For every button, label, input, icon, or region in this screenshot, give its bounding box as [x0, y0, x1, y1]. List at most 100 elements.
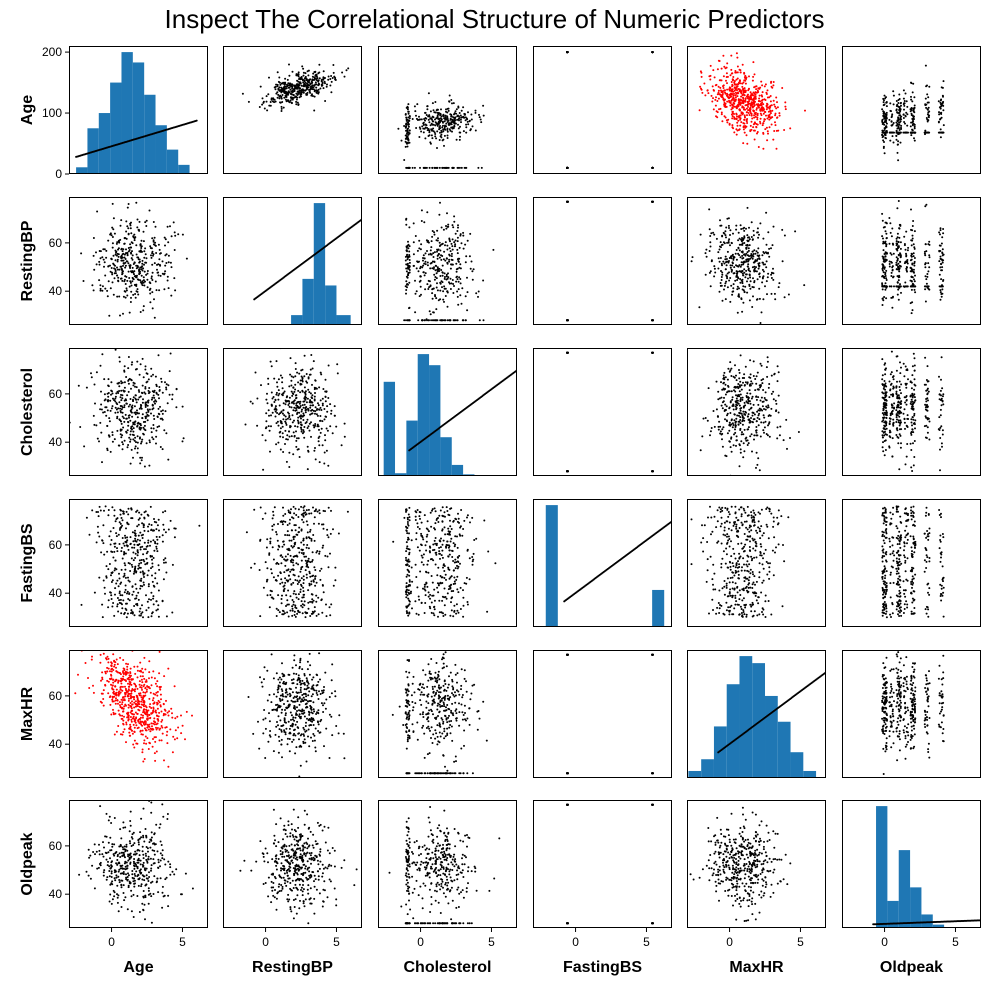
data-point	[458, 138, 461, 141]
data-point	[891, 227, 894, 230]
data-point	[448, 253, 451, 256]
data-point	[730, 242, 733, 245]
data-point	[881, 133, 884, 136]
data-point	[884, 240, 887, 243]
data-point	[127, 247, 130, 249]
data-point	[752, 75, 755, 78]
data-point	[756, 227, 759, 230]
data-point	[723, 288, 725, 291]
data-point	[132, 293, 135, 296]
data-point	[435, 166, 438, 169]
data-point	[404, 255, 407, 258]
data-point	[406, 263, 408, 266]
data-point	[106, 409, 109, 412]
data-point	[419, 118, 421, 121]
data-point	[460, 302, 463, 305]
data-point	[924, 300, 927, 303]
data-point	[743, 235, 746, 238]
data-point	[761, 98, 764, 101]
data-point	[882, 257, 885, 260]
data-point	[167, 241, 170, 244]
data-point	[122, 295, 125, 298]
data-point	[748, 283, 751, 286]
data-point	[940, 285, 943, 288]
data-point	[311, 75, 314, 78]
data-point	[155, 252, 158, 254]
data-point	[730, 99, 733, 102]
data-point	[433, 261, 436, 263]
data-point	[720, 95, 723, 98]
data-point	[116, 260, 119, 263]
data-point	[284, 98, 287, 101]
data-point	[451, 130, 453, 133]
data-point	[905, 131, 908, 134]
data-point	[735, 272, 738, 275]
data-point	[736, 276, 739, 279]
data-point	[432, 123, 435, 126]
data-point	[451, 279, 454, 281]
data-point	[911, 253, 913, 256]
data-point	[909, 270, 912, 273]
data-point	[446, 166, 449, 169]
data-point	[467, 111, 469, 114]
data-point	[433, 233, 436, 236]
data-point	[116, 415, 119, 418]
data-point	[745, 269, 748, 272]
data-point	[141, 265, 144, 268]
data-point	[119, 433, 122, 436]
data-point	[910, 114, 913, 117]
data-point	[152, 438, 155, 441]
data-point	[881, 274, 884, 277]
data-point	[709, 74, 712, 77]
data-point	[462, 234, 465, 237]
data-point	[740, 228, 743, 230]
data-point	[749, 276, 752, 279]
data-point	[719, 282, 722, 284]
data-point	[266, 109, 269, 112]
data-point	[941, 252, 944, 255]
data-point	[123, 253, 126, 256]
data-point	[164, 244, 166, 247]
hist-bar	[155, 125, 167, 174]
data-point	[893, 285, 895, 288]
data-point	[770, 273, 773, 276]
data-point	[110, 393, 112, 396]
data-point	[311, 78, 314, 81]
data-point	[772, 267, 774, 270]
data-point	[139, 243, 142, 246]
data-point	[937, 121, 940, 124]
data-point	[746, 95, 749, 98]
data-point	[744, 125, 747, 127]
data-point	[883, 94, 886, 97]
data-point	[101, 289, 104, 292]
data-point	[329, 78, 332, 80]
data-point	[448, 260, 451, 263]
data-point	[429, 110, 432, 113]
data-point	[288, 74, 291, 77]
data-point	[925, 106, 928, 109]
data-point	[440, 108, 442, 111]
data-point	[745, 244, 748, 247]
data-point	[443, 276, 446, 278]
data-point	[283, 88, 286, 91]
data-point	[414, 279, 416, 282]
data-point	[772, 81, 775, 83]
data-point	[700, 88, 703, 91]
data-point	[405, 217, 408, 220]
data-point	[736, 85, 739, 88]
panel-frame	[223, 46, 362, 174]
data-point	[280, 110, 283, 112]
data-point	[892, 141, 895, 144]
data-point	[717, 257, 720, 260]
data-point	[722, 54, 725, 57]
data-point	[441, 264, 444, 267]
data-point	[768, 107, 771, 110]
data-point	[924, 131, 927, 134]
data-point	[314, 77, 317, 80]
data-point	[751, 238, 754, 241]
data-point	[731, 124, 734, 127]
data-point	[939, 229, 942, 232]
data-point	[456, 278, 459, 281]
y-tick-label: 40	[49, 284, 63, 298]
data-point	[942, 95, 944, 98]
